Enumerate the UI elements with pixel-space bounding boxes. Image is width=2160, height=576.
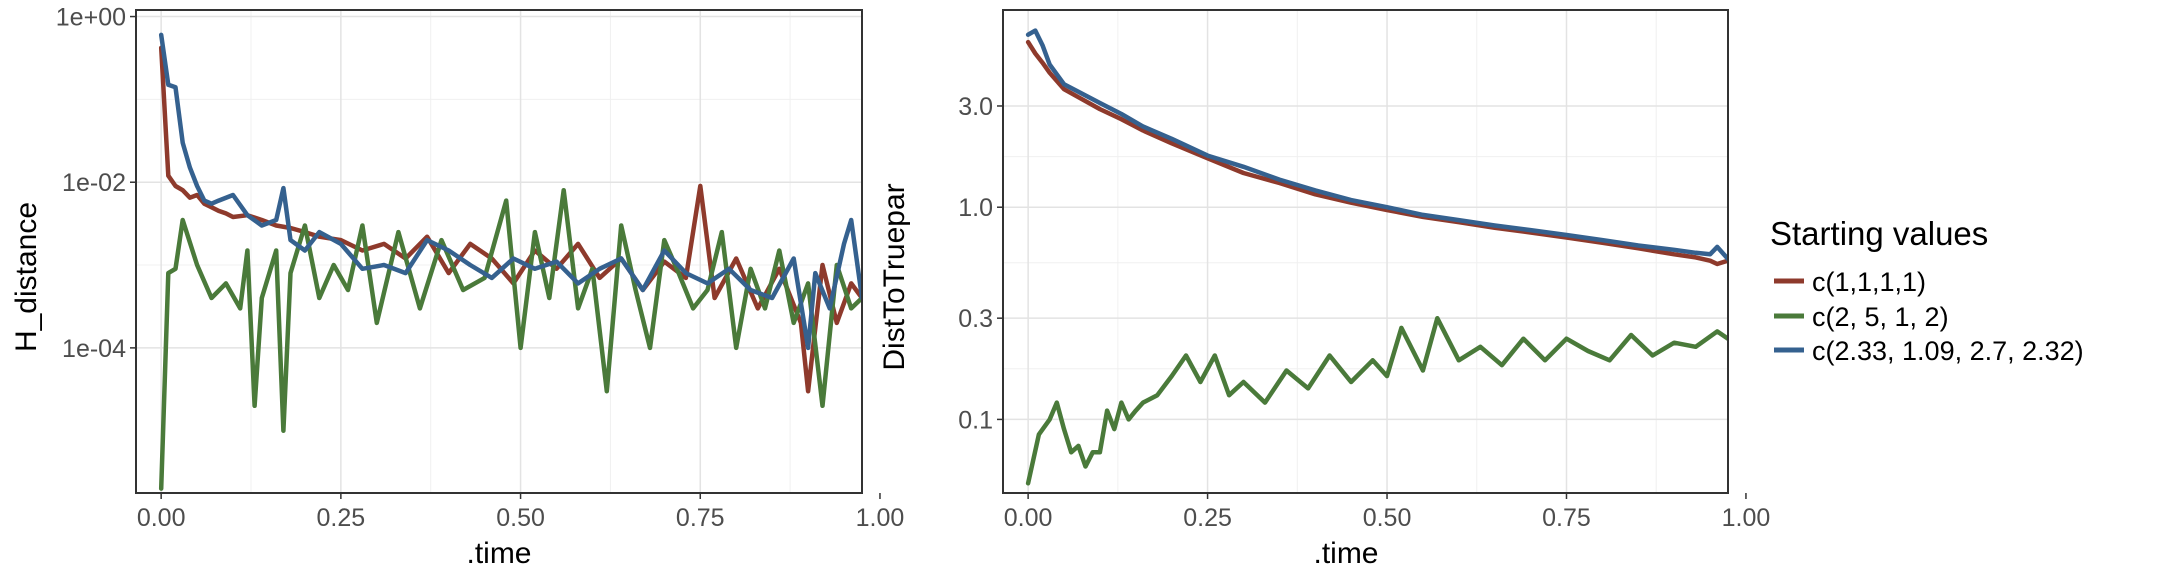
dist-to-truepar-series-group [1025,28,1728,486]
dist-to-truepar-y-tick-label: 3.0 [958,93,993,121]
dist-to-truepar-y-axis-title: DistToTruepar [878,183,911,370]
h-distance-x-tick-label: 0.75 [676,504,725,532]
h-distance-x-tick-label: 0.00 [137,504,186,532]
h-distance-x-tick-label: 0.25 [317,504,366,532]
h-distance-y-tick-label: 1e+00 [56,4,126,32]
dist-to-truepar-series-line-c-2-5-1-2 [1025,315,1728,486]
h-distance-x-tick-label: 0.50 [496,504,545,532]
dist-to-truepar-y-tick-label: 0.1 [958,406,993,434]
h-distance-y-tick-label: 1e-02 [62,169,126,197]
dist-to-truepar-series-line-c-1-1-1-1 [1025,39,1728,267]
h-distance-series-group [158,32,862,491]
dist-to-truepar-x-tick-label: 0.00 [1004,504,1053,532]
h-distance-series-line-c-2-33-1-09-2-7-2-32 [158,32,862,351]
dist-to-truepar-series-line-c-2-33-1-09-2-7-2-32 [1025,28,1728,262]
h-distance-panel: H_distance .time 0.00 0.25 0.50 0.75 1.00 1e-… [10,4,904,570]
legend-label-series-2: c(2, 5, 1, 2) [1812,302,1949,332]
h-distance-x-axis-title: .time [466,537,531,570]
dist-to-truepar-panel-border [1002,9,1729,494]
dist-to-truepar-x-tick-label: 0.75 [1542,504,1591,532]
legend-label-series-3: c(2.33, 1.09, 2.7, 2.32) [1812,336,2084,366]
dist-to-truepar-x-tick-label: 0.50 [1363,504,1412,532]
legend-label-series-1: c(1,1,1,1) [1812,267,1926,297]
h-distance-series-line-c-2-5-1-2 [158,187,862,491]
legend-title: Starting values [1770,215,1988,252]
h-distance-y-axis-title: H_distance [10,202,43,352]
dist-to-truepar-y-tick-label: 0.3 [958,305,993,333]
dist-to-truepar-x-axis-title: .time [1313,537,1378,570]
dist-to-truepar-y-tick-label: 1.0 [958,194,993,222]
h-distance-y-tick-label: 1e-04 [62,335,126,363]
dist-to-truepar-panel: DistToTruepar .time 0.00 0.25 0.50 0.75 1.00… [878,9,1771,570]
legend: Starting values c(1,1,1,1) c(2, 5, 1, 2)… [1770,215,2084,366]
dist-to-truepar-x-tick-label: 0.25 [1183,504,1232,532]
h-distance-panel-border [135,9,863,494]
dist-to-truepar-x-tick-label: 1.00 [1722,504,1771,532]
h-distance-x-tick-label: 1.00 [856,504,905,532]
